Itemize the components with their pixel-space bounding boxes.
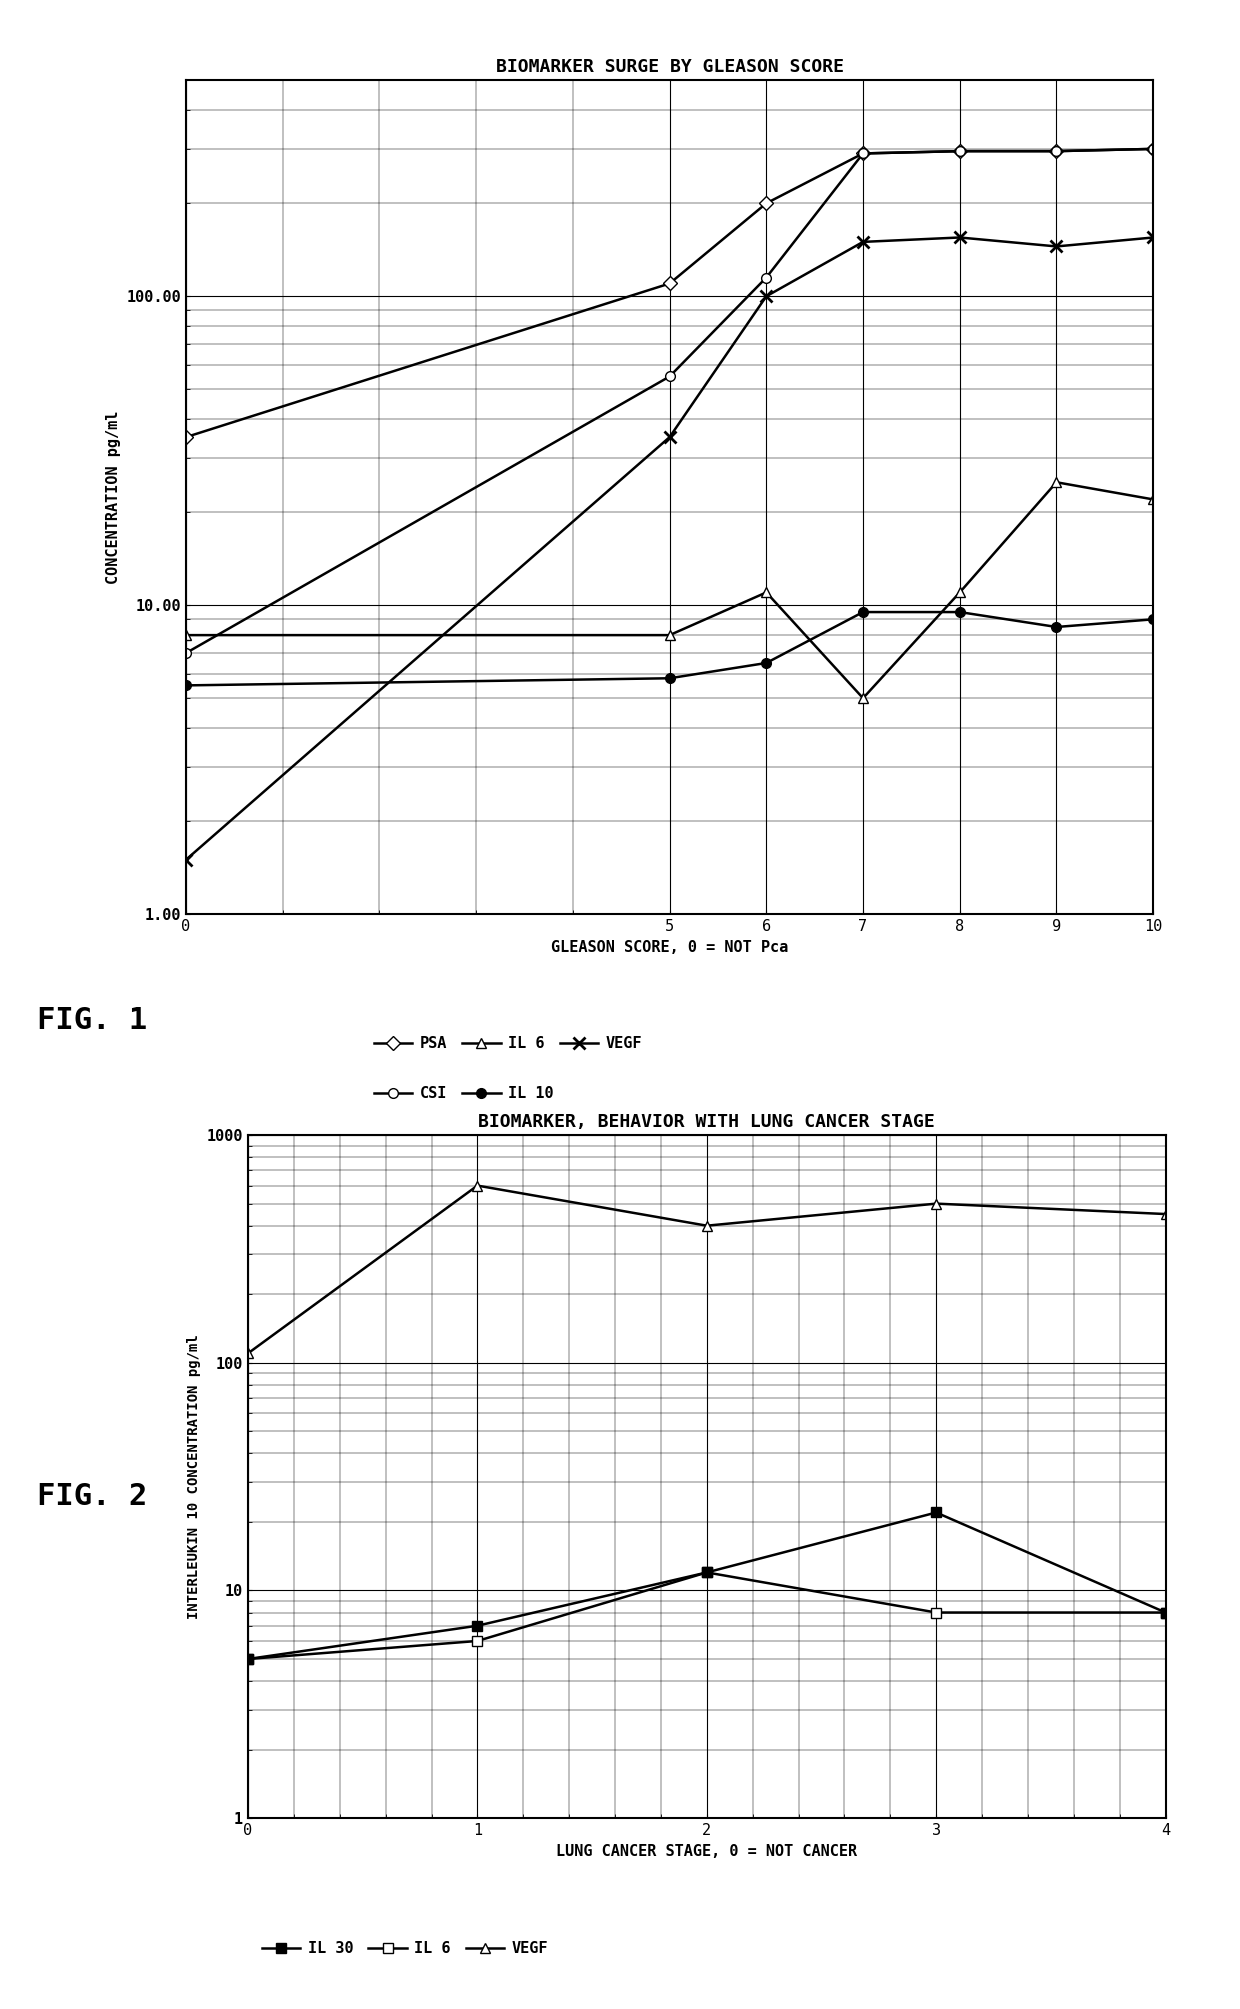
Y-axis label: INTERLEUKIN 10 CONCENTRATION pg/ml: INTERLEUKIN 10 CONCENTRATION pg/ml: [187, 1334, 201, 1619]
Title: BIOMARKER SURGE BY GLEASON SCORE: BIOMARKER SURGE BY GLEASON SCORE: [496, 58, 843, 76]
Text: FIG. 1: FIG. 1: [37, 1007, 148, 1035]
Text: FIG. 2: FIG. 2: [37, 1483, 148, 1511]
X-axis label: LUNG CANCER STAGE, 0 = NOT CANCER: LUNG CANCER STAGE, 0 = NOT CANCER: [557, 1844, 857, 1858]
Legend: CSI, IL 10: CSI, IL 10: [368, 1081, 560, 1107]
X-axis label: GLEASON SCORE, 0 = NOT Pca: GLEASON SCORE, 0 = NOT Pca: [551, 940, 789, 954]
Title: BIOMARKER, BEHAVIOR WITH LUNG CANCER STAGE: BIOMARKER, BEHAVIOR WITH LUNG CANCER STA…: [479, 1113, 935, 1131]
Y-axis label: CONCENTRATION pg/ml: CONCENTRATION pg/ml: [105, 410, 120, 585]
Legend: IL 30, IL 6, VEGF: IL 30, IL 6, VEGF: [255, 1935, 554, 1963]
